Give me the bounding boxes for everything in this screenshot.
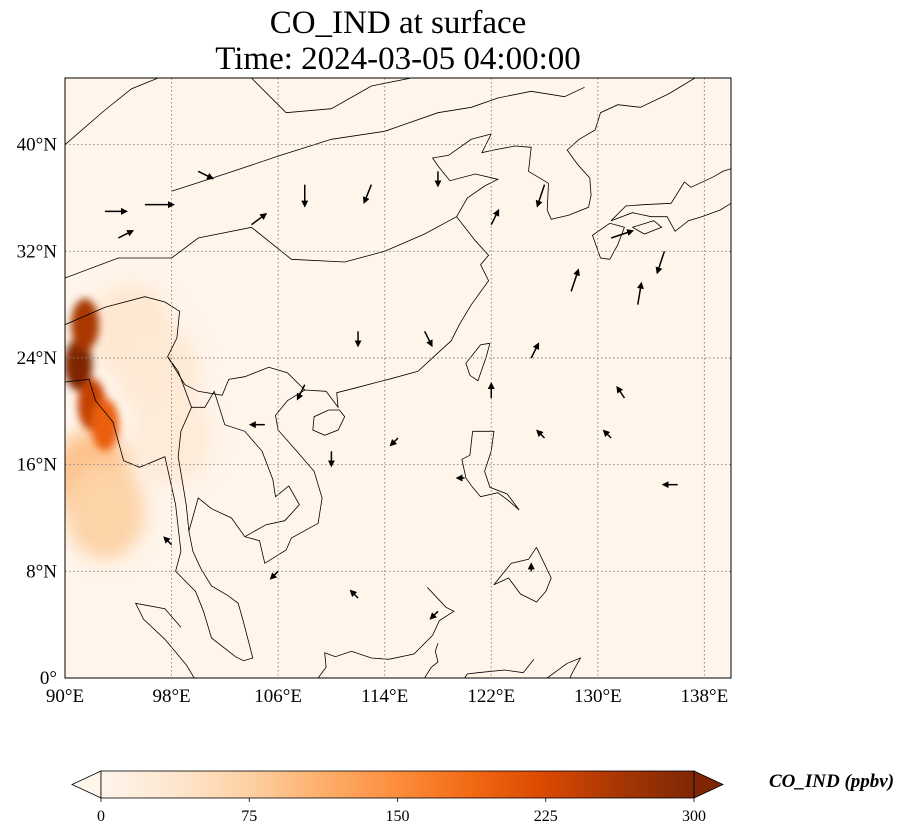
x-tick-label: 122°E: [467, 686, 515, 707]
concentration-patch: [90, 398, 119, 451]
x-axis: 90°E 98°E 106°E 114°E 122°E 130°E 138°E: [46, 686, 728, 707]
colorbar-ticks: 0 75 150 225 300: [97, 798, 706, 825]
y-tick-label: 32°N: [17, 241, 58, 262]
concentration-field: [65, 283, 212, 560]
wind-arrow: [251, 212, 268, 226]
wind-arrow: [163, 536, 173, 546]
map-frame: [64, 77, 732, 679]
coastline: [167, 356, 300, 538]
coastline: [317, 587, 455, 678]
wind-arrow: [362, 184, 373, 205]
coastline: [632, 220, 663, 235]
coastline: [65, 78, 696, 662]
gridlines: [65, 78, 731, 678]
concentration-patch: [70, 298, 99, 351]
wind-arrow: [117, 230, 135, 239]
map-title: CO_IND at surface: [269, 5, 527, 41]
wind-arrow: [296, 384, 306, 401]
coastlines: [65, 78, 731, 678]
wind-arrow: [570, 268, 580, 292]
colorbar-title: CO_IND (ppbv): [769, 771, 894, 792]
colorbar-tick-label: 225: [534, 808, 558, 825]
y-tick-label: 24°N: [17, 348, 58, 369]
coastline: [424, 643, 439, 678]
map-time: Time: 2024-03-05 04:00:00: [215, 41, 581, 77]
coastline: [493, 547, 552, 603]
colorbar-tick-label: 75: [241, 808, 257, 825]
wind-arrow: [610, 229, 635, 239]
colorbar: 0 75 150 225 300 CO_IND (ppbv): [71, 770, 894, 825]
coastline: [610, 168, 731, 221]
field-haze: [65, 283, 212, 560]
wind-arrow: [269, 570, 279, 580]
wind-arrow: [197, 170, 214, 180]
wind-arrow: [616, 385, 626, 399]
x-tick-label: 106°E: [254, 686, 302, 707]
wind-arrow: [536, 429, 546, 439]
y-tick-label: 40°N: [17, 135, 58, 156]
coastline: [610, 202, 731, 232]
coastline: [546, 657, 582, 678]
wind-arrow: [423, 330, 433, 348]
wind-arrow: [602, 429, 612, 439]
wind-arrow: [389, 437, 399, 447]
coastline: [461, 430, 520, 511]
coastline: [134, 602, 195, 678]
colorbar-max-extension: [693, 770, 724, 799]
colorbar-tick-label: 150: [386, 808, 410, 825]
coastline: [171, 86, 585, 192]
x-tick-label: 90°E: [46, 686, 84, 707]
coastline: [592, 222, 625, 260]
concentration-patch: [65, 463, 145, 560]
x-tick-label: 130°E: [574, 686, 622, 707]
wind-arrow: [349, 589, 359, 599]
y-tick-label: 8°N: [26, 561, 57, 582]
colorbar-tick-label: 300: [682, 808, 706, 825]
coastline: [177, 407, 192, 532]
x-tick-label: 114°E: [361, 686, 408, 707]
x-tick-label: 138°E: [681, 686, 729, 707]
colorbar-bar: [100, 770, 695, 799]
y-tick-label: 0°: [40, 668, 57, 689]
colorbar-tick-label: 0: [97, 808, 105, 825]
wind-arrow: [429, 610, 439, 620]
wind-arrow: [490, 208, 500, 226]
colorbar-min-extension: [71, 770, 102, 799]
x-tick-label: 98°E: [152, 686, 190, 707]
y-axis: 0° 8°N 16°N 24°N 32°N 40°N: [17, 135, 58, 689]
coastline: [65, 296, 306, 396]
coastline: [65, 78, 159, 146]
wind-arrow: [530, 342, 540, 359]
wind-arrow: [636, 281, 644, 305]
coastline: [65, 216, 457, 279]
coastline: [312, 409, 346, 436]
y-tick-label: 16°N: [17, 455, 58, 476]
wind-vectors: [104, 170, 678, 620]
wind-arrow: [535, 184, 546, 208]
concentration-patch: [65, 338, 93, 391]
wind-arrow: [655, 251, 666, 275]
field-core: [65, 298, 119, 451]
